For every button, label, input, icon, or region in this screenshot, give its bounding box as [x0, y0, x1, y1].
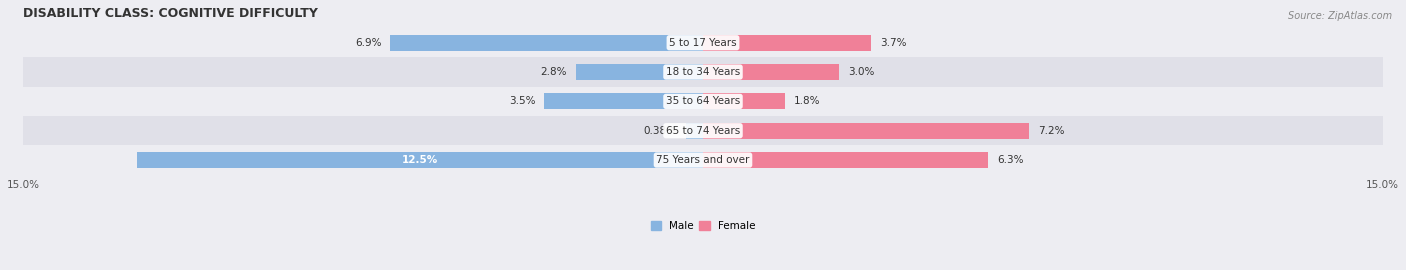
Bar: [703, 123, 1029, 139]
Text: 3.7%: 3.7%: [880, 38, 907, 48]
Legend: Male, Female: Male, Female: [647, 217, 759, 235]
Text: 6.3%: 6.3%: [997, 155, 1024, 165]
Text: 7.2%: 7.2%: [1038, 126, 1064, 136]
Text: 18 to 34 Years: 18 to 34 Years: [666, 67, 740, 77]
Text: Source: ZipAtlas.com: Source: ZipAtlas.com: [1288, 11, 1392, 21]
Bar: [136, 152, 703, 168]
Bar: [686, 123, 703, 139]
Bar: [544, 93, 703, 109]
Bar: [24, 145, 1382, 175]
Bar: [576, 64, 703, 80]
Bar: [24, 28, 1382, 58]
Bar: [24, 116, 1382, 145]
Bar: [703, 152, 988, 168]
Text: 75 Years and over: 75 Years and over: [657, 155, 749, 165]
Bar: [24, 87, 1382, 116]
Text: 35 to 64 Years: 35 to 64 Years: [666, 96, 740, 106]
Bar: [703, 64, 839, 80]
Bar: [391, 35, 703, 51]
Text: 5 to 17 Years: 5 to 17 Years: [669, 38, 737, 48]
Bar: [703, 93, 785, 109]
Text: 2.8%: 2.8%: [540, 67, 567, 77]
Text: 6.9%: 6.9%: [354, 38, 381, 48]
Bar: [24, 58, 1382, 87]
Text: 65 to 74 Years: 65 to 74 Years: [666, 126, 740, 136]
Text: DISABILITY CLASS: COGNITIVE DIFFICULTY: DISABILITY CLASS: COGNITIVE DIFFICULTY: [24, 7, 318, 20]
Text: 12.5%: 12.5%: [402, 155, 439, 165]
Text: 0.38%: 0.38%: [644, 126, 676, 136]
Text: 1.8%: 1.8%: [793, 96, 820, 106]
Text: 3.5%: 3.5%: [509, 96, 536, 106]
Bar: [703, 35, 870, 51]
Text: 3.0%: 3.0%: [848, 67, 875, 77]
